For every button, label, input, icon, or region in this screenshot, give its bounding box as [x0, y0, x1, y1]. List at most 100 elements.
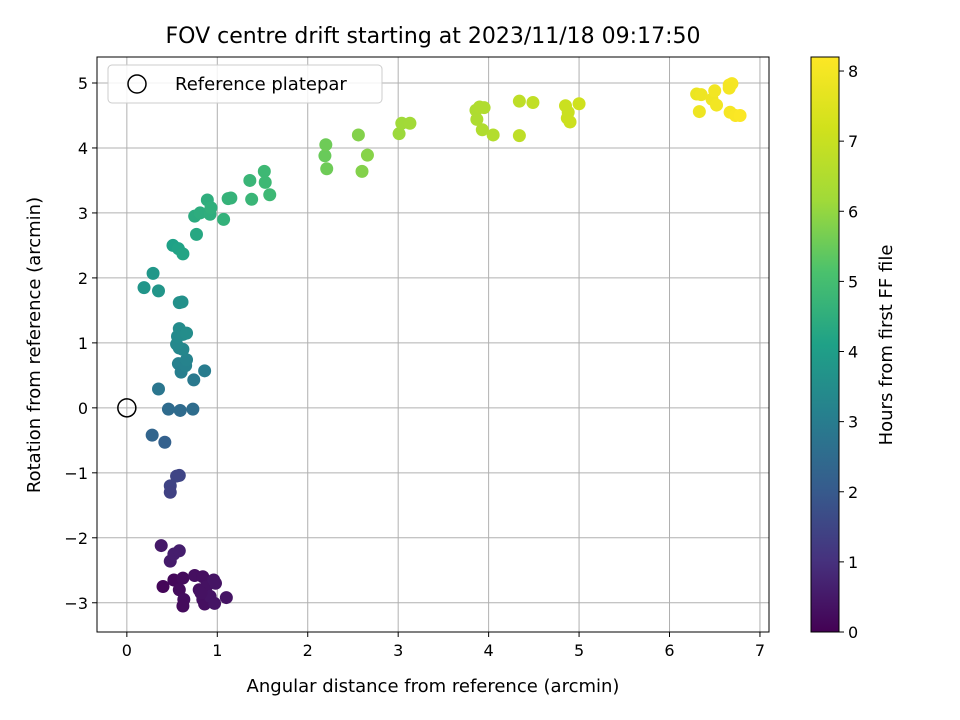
- data-point: [176, 599, 190, 613]
- data-point: [572, 97, 586, 111]
- data-point: [152, 382, 166, 396]
- data-point: [351, 128, 365, 142]
- data-point: [694, 88, 708, 102]
- reference-marker: [117, 398, 137, 418]
- data-point: [355, 164, 369, 178]
- data-point: [486, 128, 500, 142]
- legend-box: [107, 64, 383, 104]
- y-tick-label: −1: [64, 464, 88, 483]
- x-axis-ticks: 0 1 2 3 4 5 6 7: [122, 632, 765, 660]
- colorbar-tick-label: 4: [848, 343, 858, 362]
- data-point: [187, 373, 201, 387]
- data-point: [161, 402, 175, 416]
- data-point: [243, 173, 257, 187]
- data-point: [137, 281, 151, 295]
- data-point: [563, 115, 577, 129]
- data-point: [198, 364, 212, 378]
- y-tick-label: 4: [78, 139, 88, 158]
- legend-entry: Reference platepar: [175, 74, 347, 95]
- chart-title: FOV centre drift starting at 2023/11/18 …: [166, 24, 701, 49]
- data-point: [208, 596, 222, 610]
- data-point: [475, 123, 489, 137]
- colorbar-ticks: 0 1 2 3 4 5 6 7 8: [839, 62, 858, 642]
- data-point: [318, 149, 332, 163]
- data-point: [196, 570, 210, 584]
- colorbar-tick-label: 8: [848, 62, 858, 81]
- x-tick-label: 1: [212, 641, 222, 660]
- data-point: [163, 485, 177, 499]
- data-point: [257, 164, 271, 178]
- data-point: [189, 227, 203, 241]
- data-point: [526, 95, 540, 109]
- colorbar-label: Hours from first FF file: [876, 245, 897, 446]
- data-point: [512, 94, 526, 108]
- data-point: [175, 295, 189, 309]
- data-points: [137, 77, 747, 613]
- legend-marker: [127, 74, 147, 94]
- data-point: [186, 402, 200, 416]
- colorbar-tick-label: 2: [848, 483, 858, 502]
- colorbar-tick-label: 7: [848, 132, 858, 151]
- data-point: [173, 403, 187, 417]
- data-point: [710, 98, 724, 112]
- colorbar: 0 1 2 3 4 5 6 7 8 Hours from first FF file: [810, 56, 897, 642]
- data-point: [319, 138, 333, 152]
- x-tick-label: 5: [574, 641, 584, 660]
- y-tick-label: 1: [78, 334, 88, 353]
- data-point: [172, 583, 186, 597]
- colorbar-tick-label: 3: [848, 413, 858, 432]
- data-point: [477, 101, 491, 115]
- data-point: [204, 201, 218, 215]
- x-axis-label: Angular distance from reference (arcmin): [247, 676, 620, 697]
- data-point: [708, 84, 722, 98]
- data-point: [470, 112, 484, 126]
- data-point: [176, 247, 190, 261]
- data-point: [145, 428, 159, 442]
- data-point: [224, 191, 238, 205]
- data-point: [172, 468, 186, 482]
- data-point: [512, 129, 526, 143]
- y-tick-label: 0: [78, 399, 88, 418]
- data-point: [733, 108, 747, 122]
- y-tick-label: 3: [78, 204, 88, 223]
- colorbar-gradient: [810, 56, 840, 633]
- data-point: [722, 81, 736, 95]
- y-tick-label: −2: [64, 529, 88, 548]
- colorbar-tick-label: 5: [848, 272, 858, 291]
- data-point: [219, 591, 233, 605]
- colorbar-tick-label: 0: [848, 623, 858, 642]
- data-point: [194, 586, 208, 600]
- x-tick-label: 2: [303, 641, 313, 660]
- data-point: [208, 576, 222, 590]
- data-point: [180, 353, 194, 367]
- data-point: [154, 539, 168, 553]
- y-tick-label: 2: [78, 269, 88, 288]
- data-point: [403, 116, 417, 130]
- y-tick-label: 5: [78, 74, 88, 93]
- data-point: [156, 580, 170, 594]
- data-point: [258, 175, 272, 189]
- data-point: [392, 127, 406, 141]
- data-point: [320, 162, 334, 176]
- x-tick-label: 7: [755, 641, 765, 660]
- y-axis-label: Rotation from reference (arcmin): [24, 197, 45, 493]
- data-point: [217, 212, 231, 226]
- data-point: [263, 188, 277, 202]
- plot-frame: [96, 56, 770, 633]
- data-point: [172, 544, 186, 558]
- x-tick-label: 0: [122, 641, 132, 660]
- data-point: [158, 435, 172, 449]
- y-axis-ticks: −3 −2 −1 0 1 2 3 4 5: [64, 74, 97, 613]
- data-point: [692, 105, 706, 119]
- colorbar-tick-label: 6: [848, 202, 858, 221]
- colorbar-tick-label: 1: [848, 553, 858, 572]
- data-point: [193, 206, 207, 220]
- data-point: [360, 148, 374, 162]
- x-tick-label: 3: [393, 641, 403, 660]
- data-point: [176, 571, 190, 585]
- data-point: [180, 326, 194, 340]
- y-tick-label: −3: [64, 594, 88, 613]
- x-tick-label: 6: [664, 641, 674, 660]
- data-point: [146, 266, 160, 280]
